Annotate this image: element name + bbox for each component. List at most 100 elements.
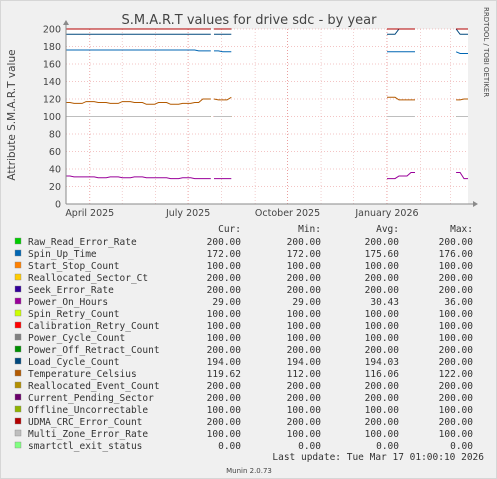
series-line (455, 28, 468, 35)
x-tick-label: April 2025 (65, 208, 114, 219)
legend-swatch (14, 345, 22, 353)
legend-min-value: 200.00 (287, 345, 322, 356)
legend-min-value: 200.00 (287, 417, 322, 428)
axes (63, 20, 478, 207)
legend-series-name: Offline_Uncorrectable (28, 405, 148, 416)
legend-min-value: 200.00 (287, 273, 322, 284)
legend-max-value: 122.00 (439, 369, 474, 380)
legend-series-name: UDMA_CRC_Error_Count (28, 417, 142, 428)
y-tick-label: 40 (49, 165, 61, 176)
legend: Cur: Min: Avg: Max: Raw_Read_Error_Rate 2… (14, 224, 474, 452)
legend-swatch (14, 237, 22, 245)
legend-cur-value: 194.00 (207, 357, 242, 368)
x-axis-arrow (473, 201, 478, 207)
y-tick-label: 0 (55, 200, 61, 211)
legend-min-value: 0.00 (298, 441, 321, 452)
legend-max-value: 200.00 (439, 417, 474, 428)
legend-swatch (14, 321, 22, 329)
legend-header-min: Min: (298, 224, 321, 235)
legend-min-value: 100.00 (287, 333, 322, 344)
legend-cur-value: 200.00 (207, 381, 242, 392)
chart-title: S.M.A.R.T values for drive sdc - by year (122, 13, 378, 28)
legend-swatch (14, 417, 22, 425)
legend-cur-value: 100.00 (207, 429, 242, 440)
legend-max-value: 36.00 (444, 297, 473, 308)
legend-cur-value: 200.00 (207, 273, 242, 284)
legend-avg-value: 200.00 (365, 345, 400, 356)
series-line (213, 96, 232, 101)
legend-max-value: 200.00 (439, 273, 474, 284)
legend-cur-value: 29.00 (212, 297, 241, 308)
legend-avg-value: 30.43 (370, 297, 399, 308)
legend-cur-value: 200.00 (207, 345, 242, 356)
legend-series-name: Spin_Retry_Count (28, 309, 120, 320)
legend-max-value: 200.00 (439, 345, 474, 356)
legend-max-value: 200.00 (439, 237, 474, 248)
series-line (455, 51, 468, 54)
legend-avg-value: 200.00 (365, 237, 400, 248)
legend-min-value: 100.00 (287, 321, 322, 332)
legend-cur-value: 200.00 (207, 417, 242, 428)
legend-header-max: Max: (450, 224, 473, 235)
legend-max-value: 0.00 (450, 441, 473, 452)
legend-series-name: Spin_Up_Time (28, 249, 97, 260)
legend-min-value: 100.00 (287, 429, 322, 440)
legend-swatch (14, 381, 22, 389)
legend-avg-value: 0.00 (376, 441, 399, 452)
legend-max-value: 100.00 (439, 333, 474, 344)
x-tick-label: July 2025 (165, 208, 210, 219)
legend-series-name: Raw_Read_Error_Rate (28, 237, 137, 248)
legend-min-value: 100.00 (287, 309, 322, 320)
series-line (387, 96, 415, 101)
legend-swatch (14, 249, 22, 257)
y-tick-label: 180 (43, 42, 61, 53)
series-line (456, 98, 468, 101)
legend-header-cur: Cur: (218, 224, 241, 235)
legend-max-value: 100.00 (439, 405, 474, 416)
series-line (456, 172, 468, 180)
legend-swatch (14, 393, 22, 401)
legend-min-value: 172.00 (287, 249, 322, 260)
legend-min-value: 200.00 (287, 237, 322, 248)
legend-series-name: Power_Off_Retract_Count (28, 345, 160, 356)
legend-cur-value: 100.00 (207, 261, 242, 272)
legend-avg-value: 116.06 (365, 369, 400, 380)
legend-swatch (14, 405, 22, 413)
legend-avg-value: 200.00 (365, 285, 400, 296)
legend-min-value: 200.00 (287, 381, 322, 392)
side-label: RRDTOOL / TOBI OETIKER (482, 7, 490, 97)
x-tick-label: January 2026 (354, 208, 418, 219)
x-tick-label: October 2025 (255, 208, 320, 219)
legend-swatch (14, 369, 22, 377)
legend-swatch (14, 333, 22, 341)
legend-max-value: 100.00 (439, 309, 474, 320)
legend-cur-value: 0.00 (218, 441, 241, 452)
legend-cur-value: 100.00 (207, 405, 242, 416)
y-tick-label: 20 (49, 182, 61, 193)
legend-min-value: 100.00 (287, 405, 322, 416)
legend-min-value: 29.00 (292, 297, 321, 308)
y-tick-labels: 0 20 40 60 80 100 120 140 160 180 200 (43, 25, 61, 211)
legend-min-value: 200.00 (287, 285, 322, 296)
legend-series-name: Calibration_Retry_Count (28, 321, 160, 332)
legend-series-name: Temperature_Celsius (28, 369, 137, 380)
legend-max-value: 200.00 (439, 381, 474, 392)
legend-cur-value: 200.00 (207, 285, 242, 296)
legend-cur-value: 200.00 (207, 393, 242, 404)
legend-series-name: Multi_Zone_Error_Rate (28, 429, 148, 440)
legend-max-value: 200.00 (439, 357, 474, 368)
series-temperature-celsius (66, 96, 468, 105)
y-tick-label: 60 (49, 147, 61, 158)
x-tick-labels: April 2025 July 2025 October 2025 January 2… (65, 208, 418, 219)
legend-avg-value: 100.00 (365, 333, 400, 344)
legend-swatch (14, 441, 22, 449)
legend-max-value: 200.00 (439, 285, 474, 296)
legend-max-value: 200.00 (439, 393, 474, 404)
legend-swatch (14, 261, 22, 269)
legend-avg-value: 200.00 (365, 273, 400, 284)
legend-avg-value: 100.00 (365, 309, 400, 320)
legend-series-name: Reallocated_Sector_Ct (28, 273, 148, 284)
y-tick-label: 120 (43, 95, 61, 106)
legend-series-name: Reallocated_Event_Count (28, 381, 160, 392)
